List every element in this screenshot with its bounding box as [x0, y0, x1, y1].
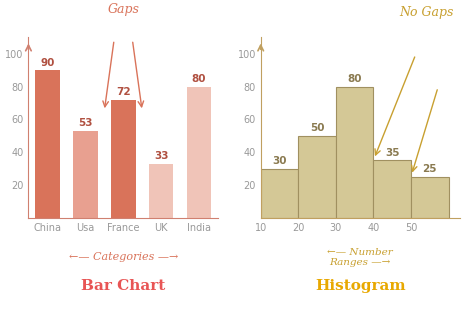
Bar: [298, 136, 336, 218]
Text: 80: 80: [192, 74, 206, 84]
Text: ←— Categories —→: ←— Categories —→: [69, 253, 178, 262]
Bar: [374, 160, 411, 218]
Bar: [261, 169, 298, 218]
Text: Bar Chart: Bar Chart: [81, 279, 165, 293]
Bar: [187, 86, 211, 218]
Text: 25: 25: [422, 164, 437, 174]
Text: 33: 33: [154, 151, 168, 161]
Text: 50: 50: [310, 123, 324, 133]
Text: 80: 80: [347, 74, 362, 84]
Text: 90: 90: [40, 58, 55, 68]
Bar: [411, 177, 448, 218]
Bar: [35, 70, 60, 218]
Bar: [73, 131, 98, 218]
Bar: [111, 100, 136, 218]
Text: 53: 53: [78, 118, 92, 128]
Text: ←— Number
Ranges —→: ←— Number Ranges —→: [328, 248, 393, 267]
Text: Gaps: Gaps: [107, 3, 139, 16]
Bar: [336, 86, 374, 218]
Text: Histogram: Histogram: [315, 279, 406, 293]
Text: 72: 72: [116, 87, 130, 97]
Text: 30: 30: [272, 156, 287, 166]
Text: No Gaps: No Gaps: [400, 6, 454, 19]
Text: 35: 35: [385, 148, 400, 158]
Bar: [149, 164, 173, 218]
